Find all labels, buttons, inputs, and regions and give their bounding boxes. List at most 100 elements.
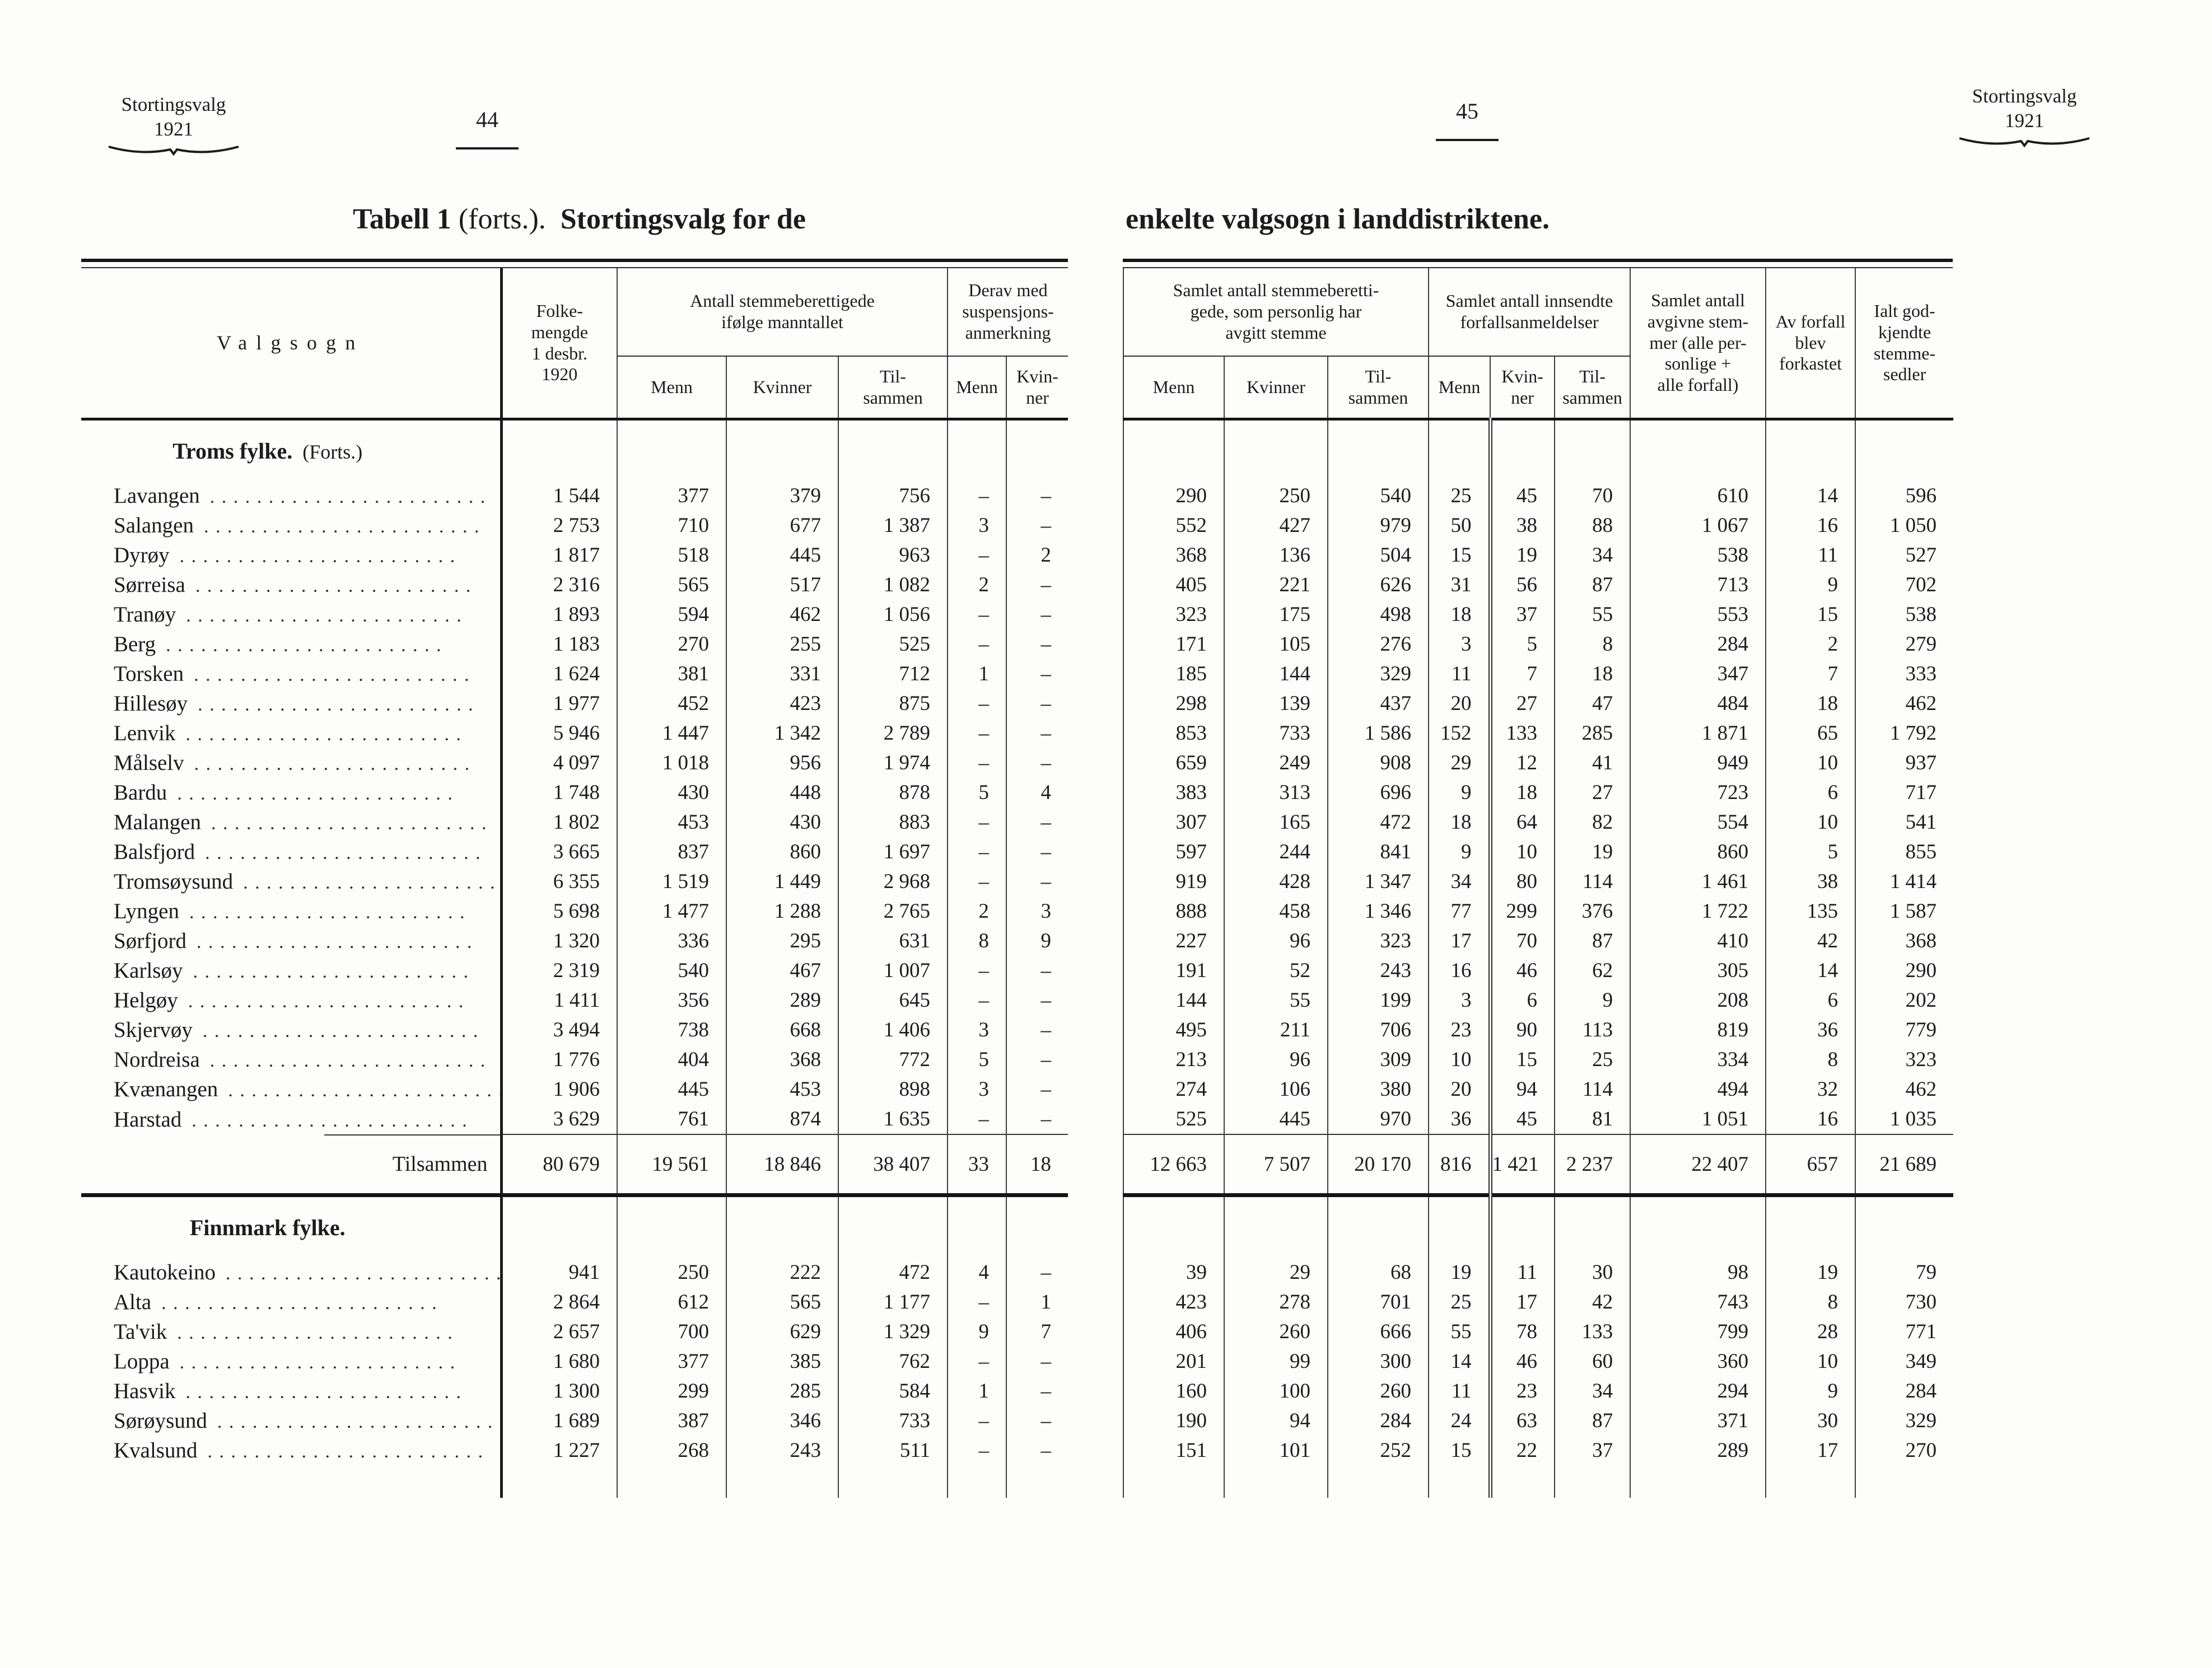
cell-forfall-menn: 11 bbox=[1428, 659, 1491, 689]
cell-tilsammen bbox=[837, 1195, 948, 1258]
total-row: Tilsammen 80 679 19 561 18 846 38 407 33 18 bbox=[81, 1134, 1068, 1197]
cell-tilsammen: 2 789 bbox=[837, 718, 948, 748]
cell-susp-menn: – bbox=[947, 1347, 1007, 1376]
spacer-cell bbox=[500, 1465, 617, 1498]
spacer-cell bbox=[617, 1465, 726, 1498]
cell-forfall-kvinner: 5 bbox=[1488, 629, 1555, 659]
dot-leader bbox=[175, 724, 500, 745]
cell-susp-menn: – bbox=[947, 807, 1007, 837]
header-valgsogn: Valgsogn bbox=[81, 268, 501, 420]
cell-forfall-forkastet: 7 bbox=[1765, 659, 1856, 689]
cell-tilsammen: 472 bbox=[837, 1258, 948, 1287]
row-label: Salangen bbox=[114, 513, 194, 538]
cell-kvinner: 313 bbox=[1224, 778, 1328, 807]
row-label: Balsfjord bbox=[114, 840, 195, 864]
cell-menn: 1 477 bbox=[617, 896, 726, 926]
table-row: 213 96 309 10 15 25 334 8 323 bbox=[1123, 1045, 1954, 1074]
cell-susp-menn: 5 bbox=[947, 1045, 1007, 1074]
cell-forfall-tilsammen: 37 bbox=[1554, 1436, 1631, 1465]
cell-folkemengde: 1 802 bbox=[500, 807, 617, 837]
cell-forfall-menn: 14 bbox=[1428, 1347, 1491, 1376]
cell-menn: 298 bbox=[1123, 689, 1224, 718]
left-table-container: Valgsogn Folke- mengde 1 desbr. 1920 Ant… bbox=[81, 259, 1068, 1498]
header-forkastet: Av forfall blev forkastet bbox=[1765, 268, 1856, 420]
header-folkemengde: Folke- mengde 1 desbr. 1920 bbox=[500, 268, 617, 420]
cell-susp-menn bbox=[947, 419, 1007, 481]
cell-menn: 565 bbox=[617, 570, 726, 600]
cell-avgivne-stemmer: 723 bbox=[1630, 778, 1766, 807]
spacer-cell bbox=[1488, 1465, 1555, 1498]
cell-menn: 452 bbox=[617, 689, 726, 718]
cell-susp-kvinner bbox=[1006, 419, 1068, 481]
running-head-line2: 1921 bbox=[154, 118, 193, 140]
cell-tilsammen: 20 170 bbox=[1327, 1134, 1429, 1197]
cell-forfall-menn: 3 bbox=[1428, 629, 1491, 659]
cell-menn: 171 bbox=[1123, 629, 1224, 659]
cell-kvinner: 453 bbox=[726, 1074, 838, 1104]
cell-menn: 12 663 bbox=[1123, 1134, 1224, 1197]
cell-forfall-kvinner: 19 bbox=[1488, 540, 1555, 570]
cell-forfall-menn: 816 bbox=[1428, 1134, 1491, 1197]
cell-avgivne-stemmer: 494 bbox=[1630, 1074, 1766, 1104]
spacer-cell bbox=[837, 1465, 948, 1498]
cell-menn: 552 bbox=[1123, 511, 1224, 540]
cell-avgivne-stemmer bbox=[1630, 1195, 1766, 1258]
cell-forfall-forkastet: 9 bbox=[1765, 1376, 1856, 1406]
cell-godkjente-sedler: 779 bbox=[1855, 1015, 1954, 1045]
cell-forfall-menn: 16 bbox=[1428, 956, 1491, 985]
cell-folkemengde: 1 227 bbox=[500, 1436, 617, 1465]
title-part-bold2: Stortingsvalg for de bbox=[560, 203, 806, 235]
dot-leader bbox=[183, 961, 500, 983]
cell-godkjente-sedler: 730 bbox=[1855, 1287, 1954, 1317]
cell-tilsammen: 878 bbox=[837, 778, 948, 807]
row-label-cell: Nordreisa bbox=[81, 1045, 501, 1074]
cell-forfall-forkastet bbox=[1765, 1195, 1856, 1258]
cell-tilsammen: 1 635 bbox=[837, 1104, 948, 1134]
cell-menn: 144 bbox=[1123, 985, 1224, 1015]
row-label: Tromsøysund bbox=[114, 870, 234, 894]
cell-avgivne-stemmer: 1 051 bbox=[1630, 1104, 1766, 1134]
cell-susp-kvinner: – bbox=[1006, 1347, 1068, 1376]
header-menn: Menn bbox=[1123, 356, 1224, 420]
spacer-cell bbox=[1630, 1465, 1766, 1498]
cell-forfall-tilsammen: 285 bbox=[1554, 718, 1631, 748]
cell-godkjente-sedler: 538 bbox=[1855, 600, 1954, 629]
cell-susp-kvinner: 1 bbox=[1006, 1287, 1068, 1317]
cell-susp-menn: 3 bbox=[947, 1015, 1007, 1045]
cell-tilsammen: 38 407 bbox=[837, 1134, 948, 1197]
cell-tilsammen: 2 765 bbox=[837, 896, 948, 926]
cell-forfall-tilsammen bbox=[1554, 1195, 1631, 1258]
cell-susp-kvinner: – bbox=[1006, 659, 1068, 689]
cell-folkemengde: 5 946 bbox=[500, 718, 617, 748]
dot-leader bbox=[184, 665, 500, 686]
cell-tilsammen: 243 bbox=[1327, 956, 1429, 985]
row-label-cell: Sørfjord bbox=[81, 926, 501, 956]
cell-tilsammen: 1 346 bbox=[1327, 896, 1429, 926]
title-part-normal: (forts.). bbox=[458, 203, 546, 235]
cell-forfall-menn: 24 bbox=[1428, 1406, 1491, 1436]
table-row: 201 99 300 14 46 60 360 10 349 bbox=[1123, 1347, 1954, 1376]
dot-leader bbox=[195, 843, 500, 864]
row-label: Kvænangen bbox=[114, 1077, 218, 1101]
cell-forfall-menn: 55 bbox=[1428, 1317, 1491, 1347]
cell-susp-menn: – bbox=[947, 600, 1007, 629]
cell-forfall-forkastet: 5 bbox=[1765, 837, 1856, 867]
cell-kvinner: 94 bbox=[1224, 1406, 1328, 1436]
table-row: 144 55 199 3 6 9 208 6 202 bbox=[1123, 985, 1954, 1015]
cell-godkjente-sedler: 855 bbox=[1855, 837, 1954, 867]
cell-susp-kvinner: – bbox=[1006, 570, 1068, 600]
cell-avgivne-stemmer bbox=[1630, 419, 1766, 481]
cell-kvinner: 458 bbox=[1224, 896, 1328, 926]
cell-susp-kvinner: 7 bbox=[1006, 1317, 1068, 1347]
cell-kvinner: 96 bbox=[1224, 1045, 1328, 1074]
cell-susp-kvinner: – bbox=[1006, 956, 1068, 985]
right-table-title: enkelte valgsogn i landdistriktene. bbox=[1126, 203, 1550, 236]
section-title-text: Finnmark fylke. bbox=[189, 1214, 346, 1240]
cell-menn bbox=[1123, 419, 1224, 481]
header-forfall-tilsammen: Til- sammen bbox=[1554, 356, 1631, 420]
cell-folkemengde: 2 657 bbox=[500, 1317, 617, 1347]
right-table-header: Samlet antall stemmeberetti- gede, som p… bbox=[1122, 268, 1954, 420]
